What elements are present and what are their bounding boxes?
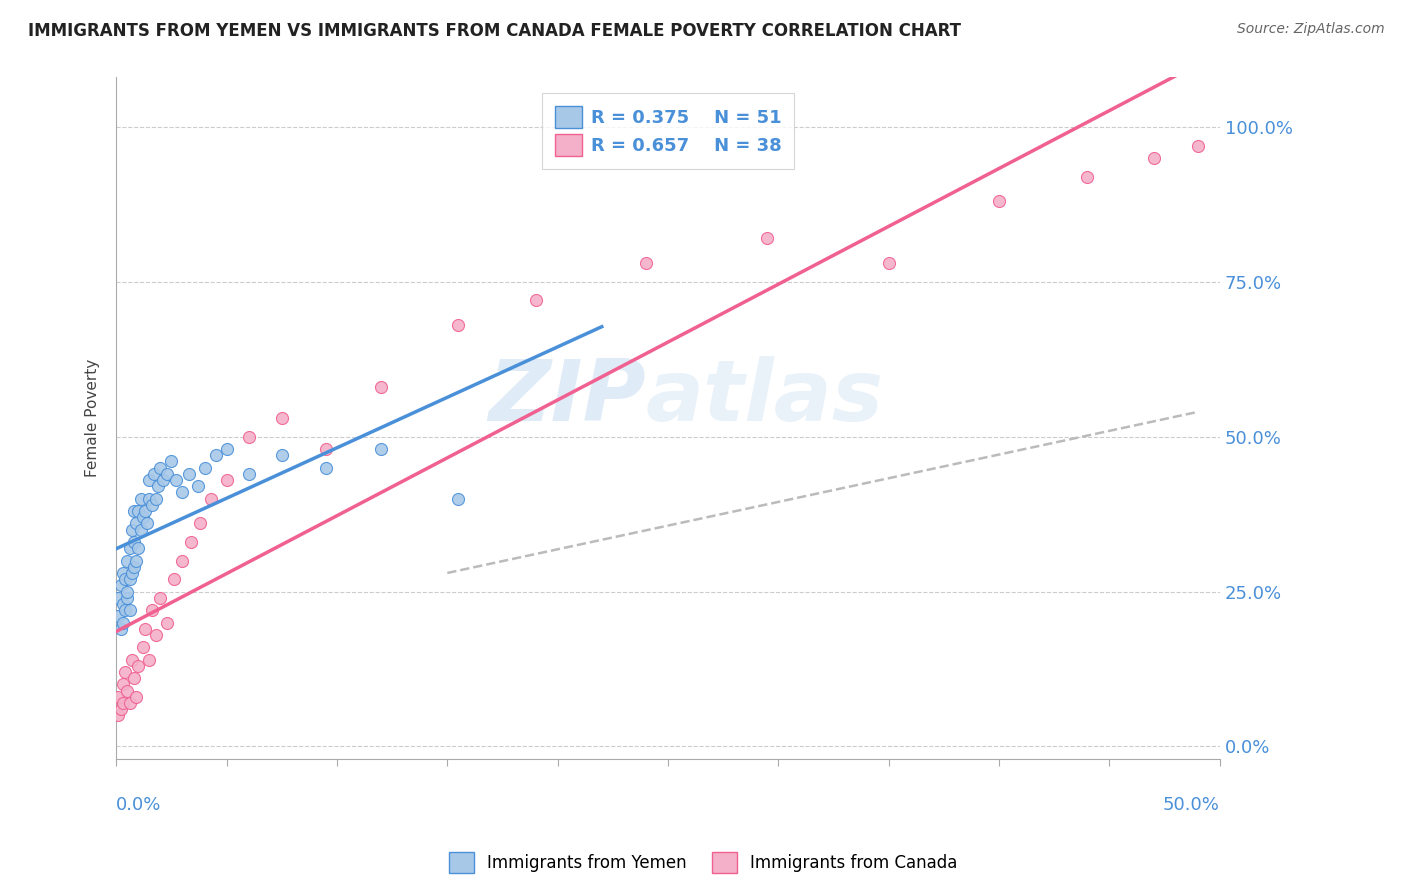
Text: 0.0%: 0.0% [117,797,162,814]
Point [524,293,547,308]
Point [141,498,163,512]
Point [141,603,163,617]
Text: Source: ZipAtlas.com: Source: ZipAtlas.com [1237,22,1385,37]
Point [200,491,222,506]
Point [121,523,143,537]
Point [160,454,183,468]
Point [215,442,238,456]
Point [138,473,160,487]
Point [127,504,149,518]
Point [114,665,136,679]
Point [117,584,139,599]
Point [156,467,179,481]
Point [110,622,132,636]
Point [193,460,215,475]
Point [1187,138,1209,153]
Legend: Immigrants from Yemen, Immigrants from Canada: Immigrants from Yemen, Immigrants from C… [441,846,965,880]
Point [121,653,143,667]
Text: 50.0%: 50.0% [1163,797,1220,814]
Legend: R = 0.375    N = 51, R = 0.657    N = 38: R = 0.375 N = 51, R = 0.657 N = 38 [541,94,794,169]
Point [117,683,139,698]
Point [125,690,148,704]
Point [122,671,145,685]
Point [111,677,134,691]
Point [315,460,337,475]
Point [138,653,160,667]
Y-axis label: Female Poverty: Female Poverty [86,359,100,477]
Point [877,256,900,270]
Point [127,658,149,673]
Point [125,553,148,567]
Point [634,256,657,270]
Text: atlas: atlas [645,356,884,439]
Point [121,566,143,580]
Point [107,690,129,704]
Point [756,231,779,245]
Point [370,442,392,456]
Point [111,597,134,611]
Text: ZIP: ZIP [488,356,645,439]
Point [107,708,129,723]
Point [114,603,136,617]
Point [238,467,260,481]
Point [156,615,179,630]
Point [215,473,238,487]
Point [117,553,139,567]
Point [238,430,260,444]
Point [118,572,141,586]
Point [122,559,145,574]
Point [145,491,167,506]
Point [180,535,202,549]
Point [172,553,194,567]
Point [111,566,134,580]
Point [134,504,156,518]
Point [142,467,165,481]
Text: IMMIGRANTS FROM YEMEN VS IMMIGRANTS FROM CANADA FEMALE POVERTY CORRELATION CHART: IMMIGRANTS FROM YEMEN VS IMMIGRANTS FROM… [28,22,962,40]
Point [204,448,226,462]
Point [107,609,129,624]
Point [188,516,211,531]
Point [447,318,470,333]
Point [149,460,172,475]
Point [117,591,139,605]
Point [163,572,186,586]
Point [107,591,129,605]
Point [370,380,392,394]
Point [177,467,200,481]
Point [1076,169,1098,184]
Point [122,535,145,549]
Point [111,696,134,710]
Point [118,696,141,710]
Point [110,702,132,716]
Point [118,603,141,617]
Point [127,541,149,556]
Point [148,479,170,493]
Point [125,516,148,531]
Point [145,628,167,642]
Point [172,485,194,500]
Point [129,523,152,537]
Point [136,516,159,531]
Point [315,442,337,456]
Point [118,541,141,556]
Point [111,615,134,630]
Point [1142,151,1164,165]
Point [270,448,292,462]
Point [138,491,160,506]
Point [132,640,155,655]
Point [447,491,470,506]
Point [152,473,174,487]
Point [110,578,132,592]
Point [270,411,292,425]
Point [149,591,172,605]
Point [165,473,187,487]
Point [132,510,155,524]
Point [129,491,152,506]
Point [134,622,156,636]
Point [988,194,1011,209]
Point [187,479,209,493]
Point [122,504,145,518]
Point [114,572,136,586]
